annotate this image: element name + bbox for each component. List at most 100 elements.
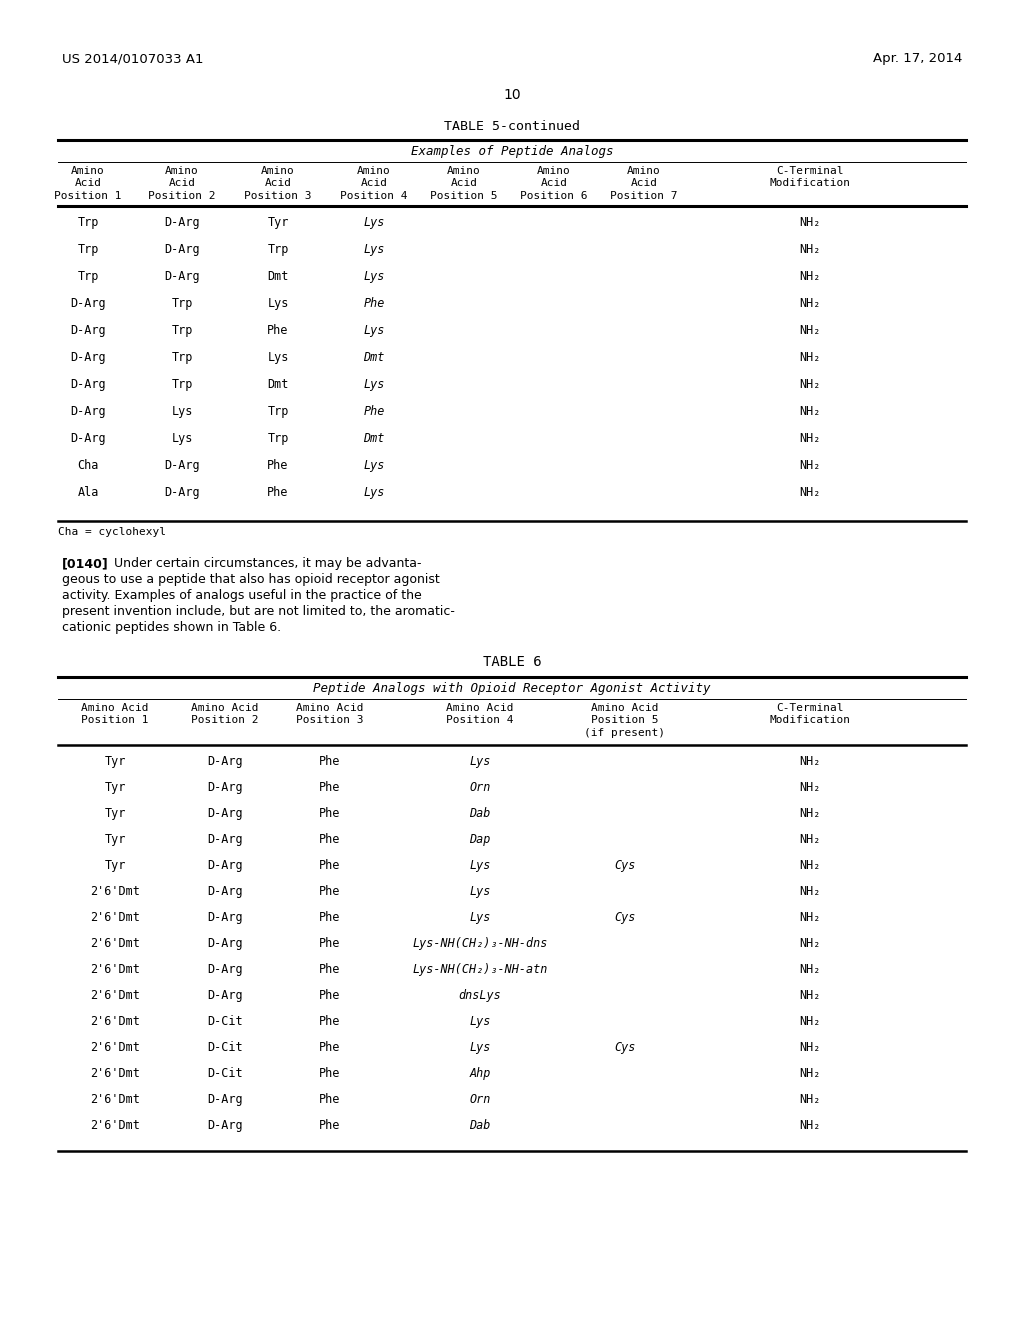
Text: NH₂: NH₂ <box>800 911 820 924</box>
Text: Lys: Lys <box>364 216 385 228</box>
Text: Phe: Phe <box>319 755 341 768</box>
Text: Phe: Phe <box>319 911 341 924</box>
Text: NH₂: NH₂ <box>800 297 820 310</box>
Text: D-Arg: D-Arg <box>207 833 243 846</box>
Text: Lys: Lys <box>469 1015 490 1028</box>
Text: Ahp: Ahp <box>469 1067 490 1080</box>
Text: Lys: Lys <box>171 405 193 418</box>
Text: activity. Examples of analogs useful in the practice of the: activity. Examples of analogs useful in … <box>62 589 422 602</box>
Text: NH₂: NH₂ <box>800 1093 820 1106</box>
Text: NH₂: NH₂ <box>800 486 820 499</box>
Text: C-Terminal
Modification: C-Terminal Modification <box>769 166 851 189</box>
Text: Cys: Cys <box>614 1041 636 1053</box>
Text: Amino Acid
Position 1: Amino Acid Position 1 <box>81 704 148 726</box>
Text: Amino Acid
Position 5
(if present): Amino Acid Position 5 (if present) <box>585 704 666 738</box>
Text: Trp: Trp <box>171 297 193 310</box>
Text: D-Arg: D-Arg <box>164 459 200 473</box>
Text: Peptide Analogs with Opioid Receptor Agonist Activity: Peptide Analogs with Opioid Receptor Ago… <box>313 682 711 696</box>
Text: present invention include, but are not limited to, the aromatic-: present invention include, but are not l… <box>62 605 455 618</box>
Text: Phe: Phe <box>319 989 341 1002</box>
Text: NH₂: NH₂ <box>800 405 820 418</box>
Text: Lys: Lys <box>267 297 289 310</box>
Text: Lys-NH(CH₂)₃-NH-dns: Lys-NH(CH₂)₃-NH-dns <box>413 937 548 950</box>
Text: Lys-NH(CH₂)₃-NH-atn: Lys-NH(CH₂)₃-NH-atn <box>413 964 548 975</box>
Text: D-Arg: D-Arg <box>164 243 200 256</box>
Text: D-Arg: D-Arg <box>207 937 243 950</box>
Text: Phe: Phe <box>319 859 341 873</box>
Text: 10: 10 <box>503 88 521 102</box>
Text: 2'6'Dmt: 2'6'Dmt <box>90 884 140 898</box>
Text: 2'6'Dmt: 2'6'Dmt <box>90 1093 140 1106</box>
Text: Phe: Phe <box>319 1119 341 1133</box>
Text: [0140]: [0140] <box>62 557 109 570</box>
Text: US 2014/0107033 A1: US 2014/0107033 A1 <box>62 51 204 65</box>
Text: Lys: Lys <box>364 378 385 391</box>
Text: C-Terminal
Modification: C-Terminal Modification <box>769 704 851 726</box>
Text: Orn: Orn <box>469 1093 490 1106</box>
Text: Trp: Trp <box>78 216 98 228</box>
Text: 2'6'Dmt: 2'6'Dmt <box>90 964 140 975</box>
Text: Amino
Acid
Position 5: Amino Acid Position 5 <box>430 166 498 201</box>
Text: Cys: Cys <box>614 859 636 873</box>
Text: Amino
Acid
Position 3: Amino Acid Position 3 <box>245 166 311 201</box>
Text: Lys: Lys <box>171 432 193 445</box>
Text: NH₂: NH₂ <box>800 216 820 228</box>
Text: Tyr: Tyr <box>104 755 126 768</box>
Text: Trp: Trp <box>171 378 193 391</box>
Text: NH₂: NH₂ <box>800 351 820 364</box>
Text: TABLE 5-continued: TABLE 5-continued <box>444 120 580 133</box>
Text: D-Cit: D-Cit <box>207 1041 243 1053</box>
Text: Trp: Trp <box>78 243 98 256</box>
Text: Amino
Acid
Position 2: Amino Acid Position 2 <box>148 166 216 201</box>
Text: D-Arg: D-Arg <box>164 271 200 282</box>
Text: geous to use a peptide that also has opioid receptor agonist: geous to use a peptide that also has opi… <box>62 573 439 586</box>
Text: NH₂: NH₂ <box>800 243 820 256</box>
Text: Lys: Lys <box>364 243 385 256</box>
Text: Phe: Phe <box>319 1015 341 1028</box>
Text: NH₂: NH₂ <box>800 833 820 846</box>
Text: 2'6'Dmt: 2'6'Dmt <box>90 1067 140 1080</box>
Text: D-Arg: D-Arg <box>71 323 105 337</box>
Text: NH₂: NH₂ <box>800 459 820 473</box>
Text: Cha: Cha <box>78 459 98 473</box>
Text: Tyr: Tyr <box>104 859 126 873</box>
Text: D-Arg: D-Arg <box>207 807 243 820</box>
Text: Dmt: Dmt <box>364 432 385 445</box>
Text: Amino
Acid
Position 1: Amino Acid Position 1 <box>54 166 122 201</box>
Text: Orn: Orn <box>469 781 490 795</box>
Text: Phe: Phe <box>319 833 341 846</box>
Text: NH₂: NH₂ <box>800 937 820 950</box>
Text: 2'6'Dmt: 2'6'Dmt <box>90 1119 140 1133</box>
Text: Phe: Phe <box>319 1041 341 1053</box>
Text: D-Arg: D-Arg <box>207 911 243 924</box>
Text: Amino
Acid
Position 6: Amino Acid Position 6 <box>520 166 588 201</box>
Text: D-Arg: D-Arg <box>207 781 243 795</box>
Text: NH₂: NH₂ <box>800 781 820 795</box>
Text: Ala: Ala <box>78 486 98 499</box>
Text: Phe: Phe <box>267 459 289 473</box>
Text: Phe: Phe <box>319 937 341 950</box>
Text: D-Arg: D-Arg <box>207 1093 243 1106</box>
Text: Dab: Dab <box>469 1119 490 1133</box>
Text: Amino Acid
Position 2: Amino Acid Position 2 <box>191 704 259 726</box>
Text: Lys: Lys <box>364 323 385 337</box>
Text: Dmt: Dmt <box>267 271 289 282</box>
Text: Examples of Peptide Analogs: Examples of Peptide Analogs <box>411 145 613 158</box>
Text: 2'6'Dmt: 2'6'Dmt <box>90 989 140 1002</box>
Text: NH₂: NH₂ <box>800 1119 820 1133</box>
Text: Lys: Lys <box>267 351 289 364</box>
Text: D-Arg: D-Arg <box>164 486 200 499</box>
Text: NH₂: NH₂ <box>800 859 820 873</box>
Text: Trp: Trp <box>267 243 289 256</box>
Text: Dmt: Dmt <box>364 351 385 364</box>
Text: Phe: Phe <box>267 486 289 499</box>
Text: Cys: Cys <box>614 911 636 924</box>
Text: D-Cit: D-Cit <box>207 1067 243 1080</box>
Text: D-Arg: D-Arg <box>71 405 105 418</box>
Text: NH₂: NH₂ <box>800 755 820 768</box>
Text: D-Arg: D-Arg <box>207 859 243 873</box>
Text: NH₂: NH₂ <box>800 884 820 898</box>
Text: Under certain circumstances, it may be advanta-: Under certain circumstances, it may be a… <box>114 557 422 570</box>
Text: Amino
Acid
Position 7: Amino Acid Position 7 <box>610 166 678 201</box>
Text: D-Arg: D-Arg <box>207 989 243 1002</box>
